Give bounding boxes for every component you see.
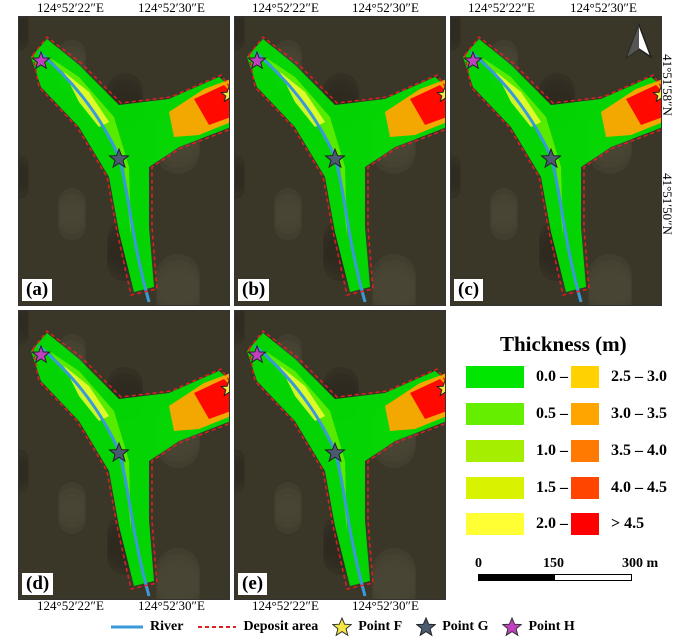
lon-label-top-3: 124°52′22″E [252, 0, 319, 15]
map-image [19, 17, 229, 305]
map-image [235, 17, 445, 305]
deposit-boundary [32, 329, 229, 590]
legend-title: Thickness (m) [500, 332, 627, 356]
legend-swatch [466, 366, 524, 388]
legend-point-g-label: Point G [442, 619, 489, 634]
point-f-star-icon [332, 617, 353, 637]
legend-deposit-label: Deposit area [243, 619, 319, 634]
map-image [235, 311, 445, 599]
lon-label-top-1: 124°52′22″E [37, 0, 104, 15]
legend-label: > 4.5 [611, 515, 645, 532]
panel-label: (c) [454, 279, 484, 301]
map-image [451, 17, 661, 305]
panel-label: (b) [238, 279, 270, 301]
legend-swatch [466, 403, 524, 425]
legend-swatch [466, 477, 524, 499]
scale-bar [478, 574, 632, 581]
point-f-marker [436, 85, 445, 103]
point-g-marker [324, 441, 346, 463]
point-h-star-icon [502, 617, 523, 637]
legend-label: 2.5 – 3.0 [611, 368, 667, 385]
legend-swatch [466, 440, 524, 462]
panel-label: (e) [238, 573, 268, 595]
legend-label: 4.0 – 4.5 [611, 479, 667, 496]
lat-label-left-2: 41°51′50″N [0, 167, 2, 229]
lon-label-bottom-2: 124°52′30″E [138, 598, 205, 613]
deposit-boundary [32, 35, 229, 296]
point-h-marker [247, 344, 267, 364]
point-g-marker [324, 147, 346, 169]
map-legend: River Deposit area Point F Point G Point… [110, 617, 589, 637]
map-panel-d: (d) [18, 310, 230, 600]
point-f-marker [652, 85, 661, 103]
lon-label-bottom-4: 124°52′30″E [352, 598, 419, 613]
lat-label-left-1: 41°51′58″N [0, 54, 2, 116]
lon-label-top-4: 124°52′30″E [352, 0, 419, 15]
deposit-boundary [464, 35, 661, 296]
legend-item: 4.0 – 4.5 [571, 476, 667, 500]
legend-label: 3.0 – 3.5 [611, 405, 667, 422]
legend-item: 3.5 – 4.0 [571, 439, 667, 463]
panel-label: (d) [22, 573, 54, 595]
legend-point-f-label: Point F [358, 619, 403, 634]
legend-river-label: River [150, 619, 184, 634]
point-h-marker [31, 50, 51, 70]
legend-swatch [571, 403, 599, 425]
lon-label-top-2: 124°52′30″E [138, 0, 205, 15]
river-line-icon [111, 625, 143, 629]
point-h-marker [31, 344, 51, 364]
legend-deposit: Deposit area [197, 619, 318, 635]
point-g-marker [540, 147, 562, 169]
legend-point-g: Point G [416, 617, 488, 637]
scale-label-mid: 150 [543, 556, 564, 571]
point-g-marker [108, 147, 130, 169]
deposit-boundary [248, 329, 445, 590]
legend-swatch [571, 513, 599, 535]
legend-item: > 4.5 [571, 512, 644, 536]
lat-label-left-4: 41°51′50″N [0, 455, 2, 517]
scale-label-zero: 0 [475, 556, 482, 571]
point-g-star-icon [416, 617, 437, 637]
north-arrow-icon [625, 23, 653, 59]
legend-point-h-label: Point H [528, 619, 575, 634]
scale-label-end: 300 m [622, 556, 659, 571]
lat-label-left-3: 41°51′58″N [0, 335, 2, 397]
legend-point-f: Point F [332, 617, 402, 637]
point-h-marker [463, 50, 483, 70]
legend-swatch [571, 366, 599, 388]
panel-label: (a) [22, 279, 53, 301]
legend-point-h: Point H [502, 617, 575, 637]
point-g-marker [108, 441, 130, 463]
point-f-marker [436, 379, 445, 397]
lon-label-top-6: 124°52′30″E [570, 0, 637, 15]
legend-item: 3.0 – 3.5 [571, 402, 667, 426]
legend-river: River [110, 619, 183, 635]
legend-swatch [571, 477, 599, 499]
deposit-line-icon [198, 626, 237, 628]
map-panel-b: (b) [234, 16, 446, 306]
map-panel-c: (c) [450, 16, 662, 306]
lon-label-top-5: 124°52′22″E [468, 0, 535, 15]
point-h-marker [247, 50, 267, 70]
lon-label-bottom-1: 124°52′22″E [37, 598, 104, 613]
point-f-marker [220, 85, 229, 103]
map-panel-e: (e) [234, 310, 446, 600]
lon-label-bottom-3: 124°52′22″E [252, 598, 319, 613]
legend-swatch [571, 440, 599, 462]
deposit-boundary [248, 35, 445, 296]
point-f-marker [220, 379, 229, 397]
legend-item: 2.5 – 3.0 [571, 365, 667, 389]
legend-label: 3.5 – 4.0 [611, 442, 667, 459]
legend-swatch [466, 513, 524, 535]
map-panel-a: (a) [18, 16, 230, 306]
map-image [19, 311, 229, 599]
